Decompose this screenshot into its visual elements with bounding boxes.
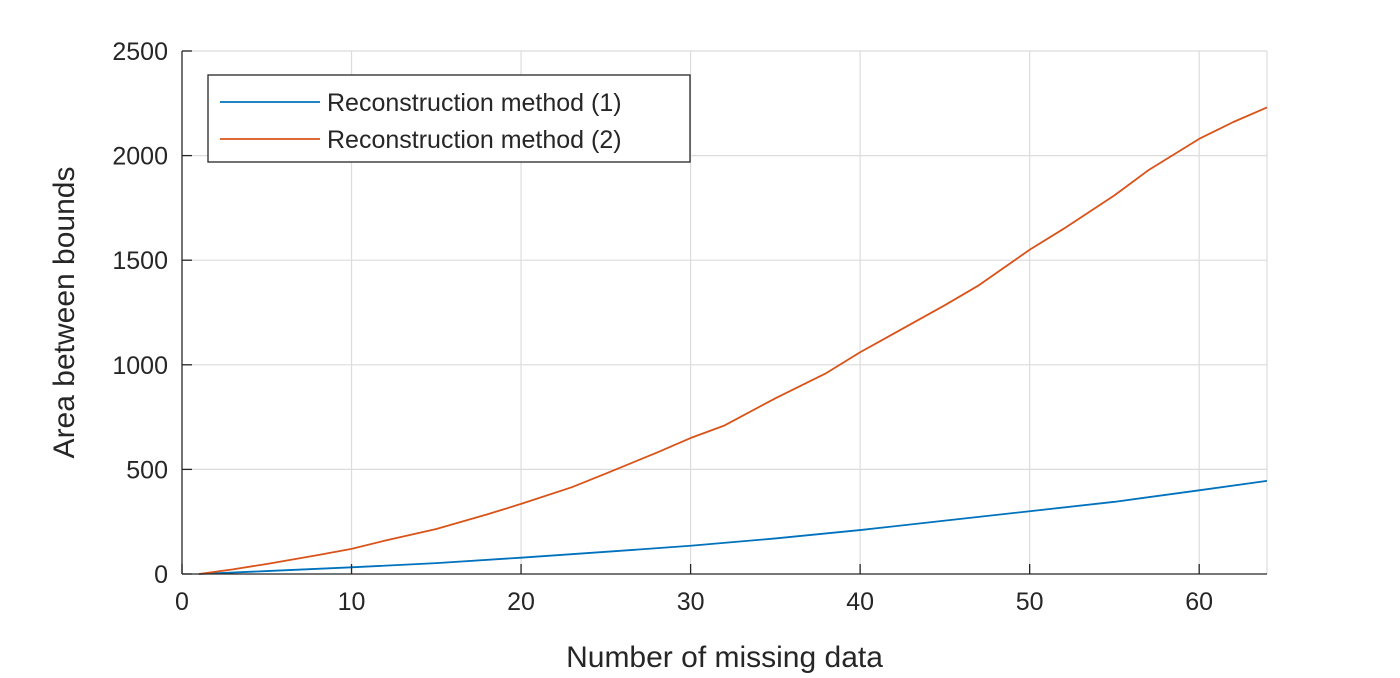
plot-area xyxy=(198,106,1268,575)
x-tick-label: 20 xyxy=(507,588,535,616)
x-tick-label: 50 xyxy=(1016,588,1044,616)
series-line-method-1 xyxy=(198,480,1268,575)
legend-box xyxy=(207,74,691,163)
y-tick-label: 0 xyxy=(154,561,168,589)
x-tick-label: 10 xyxy=(338,588,366,616)
legend-label-method-1: Reconstruction method (1) xyxy=(327,89,622,117)
x-tick-label: 30 xyxy=(677,588,705,616)
x-tick-label: 60 xyxy=(1185,588,1213,616)
tick-labels: 0 10 20 30 40 50 60 0 500 1000 1500 2000 2500 xyxy=(112,38,1213,616)
legend-label-method-2: Reconstruction method (2) xyxy=(327,126,622,154)
legend: Reconstruction method (1) Reconstruction… xyxy=(207,74,691,163)
x-tick-label: 40 xyxy=(846,588,874,616)
series-line-method-2 xyxy=(198,106,1268,575)
y-tick-label: 1000 xyxy=(112,352,168,380)
y-tick-label: 2500 xyxy=(112,38,168,66)
y-tick-label: 1500 xyxy=(112,247,168,275)
x-tick-label: 0 xyxy=(175,588,189,616)
y-tick-label: 500 xyxy=(126,456,168,484)
axes xyxy=(181,50,1267,575)
x-axis-label: Number of missing data xyxy=(566,641,883,674)
y-tick-label: 2000 xyxy=(112,143,168,171)
y-axis-label: Area between bounds xyxy=(48,167,81,459)
